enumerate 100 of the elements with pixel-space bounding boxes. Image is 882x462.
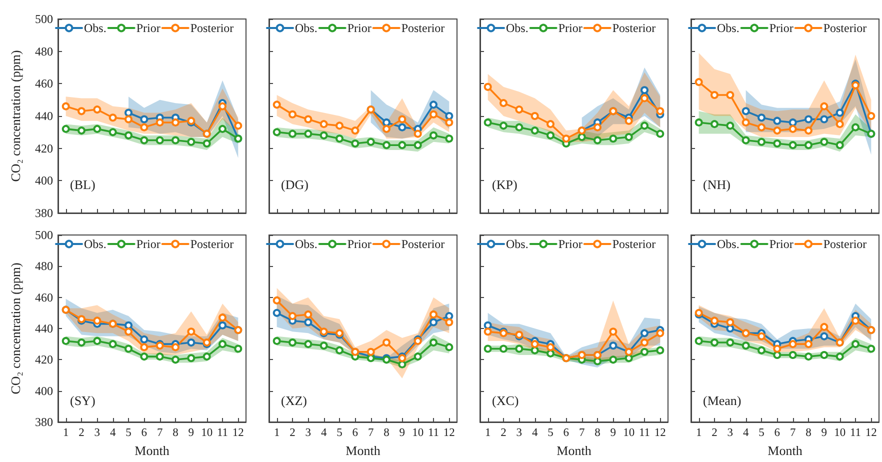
x-tick-label: 6	[352, 427, 358, 439]
annotation: (DG)	[281, 177, 308, 192]
x-tick-label: 4	[742, 427, 749, 439]
x-tick-label: 11	[850, 427, 862, 439]
x-tick-label: 6	[774, 427, 780, 439]
x-tick-label: 6	[141, 427, 148, 439]
legend-label: Posterior	[823, 237, 867, 251]
x-tick-label: 8	[594, 427, 601, 439]
x-tick-label: 11	[428, 427, 440, 439]
x-axis-title: Month	[768, 443, 803, 458]
legend-label: Posterior	[823, 21, 867, 35]
legend-label: Prior	[347, 237, 372, 251]
x-tick-label: 7	[790, 427, 796, 439]
y-tick-label: 400	[35, 174, 53, 188]
y-tick-label: 460	[35, 76, 53, 91]
x-tick-label: 2	[712, 427, 718, 439]
y-tick-label: 420	[35, 141, 53, 156]
legend-label: Posterior	[401, 237, 445, 251]
legend-label: Prior	[558, 21, 582, 35]
annotation: (KP)	[492, 177, 518, 192]
x-tick-label: 3	[727, 427, 734, 439]
y-tick-label: 460	[35, 290, 53, 304]
x-tick-label: 2	[500, 427, 507, 439]
legend-label: Posterior	[612, 237, 656, 251]
y-tick-label: 400	[35, 384, 53, 398]
x-tick-label: 7	[156, 427, 163, 439]
y-tick-label: 440	[35, 109, 53, 123]
legend-label: Obs.	[295, 21, 318, 35]
annotation: (NH)	[703, 177, 730, 192]
legend-label: Obs.	[84, 237, 106, 251]
x-tick-label: 7	[578, 427, 585, 439]
annotation: (BL)	[70, 177, 96, 192]
legend-label: Obs.	[295, 237, 318, 251]
x-tick-label: 11	[216, 427, 228, 439]
x-axis-title: Month	[134, 443, 170, 458]
y-axis-title: CO₂ concentration (ppm)	[8, 262, 23, 394]
x-tick-label: 4	[110, 427, 116, 439]
x-tick-label: 3	[516, 427, 522, 439]
x-tick-label: 12	[232, 427, 244, 439]
x-tick-label: 10	[201, 427, 213, 439]
y-tick-label: 500	[35, 228, 53, 242]
y-tick-label: 380	[35, 206, 53, 220]
legend-label: Obs.	[506, 237, 528, 251]
x-tick-label: 1	[62, 427, 69, 439]
y-tick-label: 380	[35, 415, 53, 429]
x-tick-label: 3	[94, 427, 100, 439]
x-tick-label: 3	[305, 427, 312, 439]
x-tick-label: 9	[399, 427, 406, 439]
x-tick-label: 12	[443, 427, 456, 439]
x-tick-label: 8	[806, 427, 812, 439]
legend-label: Obs.	[717, 237, 740, 251]
x-tick-label: 10	[834, 427, 846, 439]
x-tick-label: 6	[563, 427, 570, 439]
y-axis-title: CO₂ concentration (ppm)	[8, 50, 23, 182]
x-tick-label: 5	[336, 427, 343, 439]
legend-label: Posterior	[612, 21, 656, 35]
x-axis-title: Month	[556, 443, 592, 458]
legend-label: Obs.	[506, 21, 528, 35]
x-tick-label: 12	[865, 427, 878, 439]
y-tick-label: 480	[35, 259, 53, 274]
annotation: (Mean)	[703, 393, 742, 408]
x-tick-label: 8	[384, 427, 390, 439]
x-tick-label: 7	[368, 427, 374, 439]
x-tick-label: 2	[78, 427, 85, 439]
x-tick-label: 11	[638, 427, 650, 439]
legend-label: Prior	[558, 237, 582, 251]
y-tick-label: 480	[35, 44, 53, 58]
x-tick-label: 1	[274, 427, 280, 439]
x-tick-label: 4	[320, 427, 327, 439]
legend-label: Obs.	[84, 21, 106, 35]
legend-label: Posterior	[401, 21, 445, 35]
x-tick-label: 2	[290, 427, 296, 439]
x-tick-label: 5	[548, 427, 554, 439]
x-tick-label: 5	[758, 427, 765, 439]
annotation: (XZ)	[281, 393, 307, 408]
annotation: (XC)	[492, 393, 519, 408]
y-tick-label: 420	[35, 352, 53, 367]
x-axis-title: Month	[346, 443, 381, 458]
x-tick-label: 4	[532, 427, 538, 439]
x-tick-label: 10	[412, 427, 424, 439]
x-tick-label: 9	[821, 427, 828, 439]
y-tick-label: 500	[35, 12, 53, 26]
x-tick-label: 8	[172, 427, 179, 439]
legend-label: Prior	[136, 21, 160, 35]
y-tick-label: 440	[35, 322, 53, 336]
legend-label: Prior	[769, 21, 794, 35]
x-tick-label: 12	[654, 427, 666, 439]
legend-label: Posterior	[190, 237, 234, 251]
legend-label: Posterior	[190, 21, 234, 35]
x-tick-label: 1	[696, 427, 702, 439]
x-tick-label: 9	[610, 427, 616, 439]
legend-label: Obs.	[717, 21, 740, 35]
x-tick-label: 1	[484, 427, 491, 439]
legend-label: Prior	[347, 21, 372, 35]
annotation: (SY)	[70, 393, 96, 408]
x-tick-label: 9	[188, 427, 194, 439]
legend-label: Prior	[769, 237, 794, 251]
legend-label: Prior	[136, 237, 160, 251]
x-tick-label: 5	[126, 427, 132, 439]
x-tick-label: 10	[623, 427, 635, 439]
